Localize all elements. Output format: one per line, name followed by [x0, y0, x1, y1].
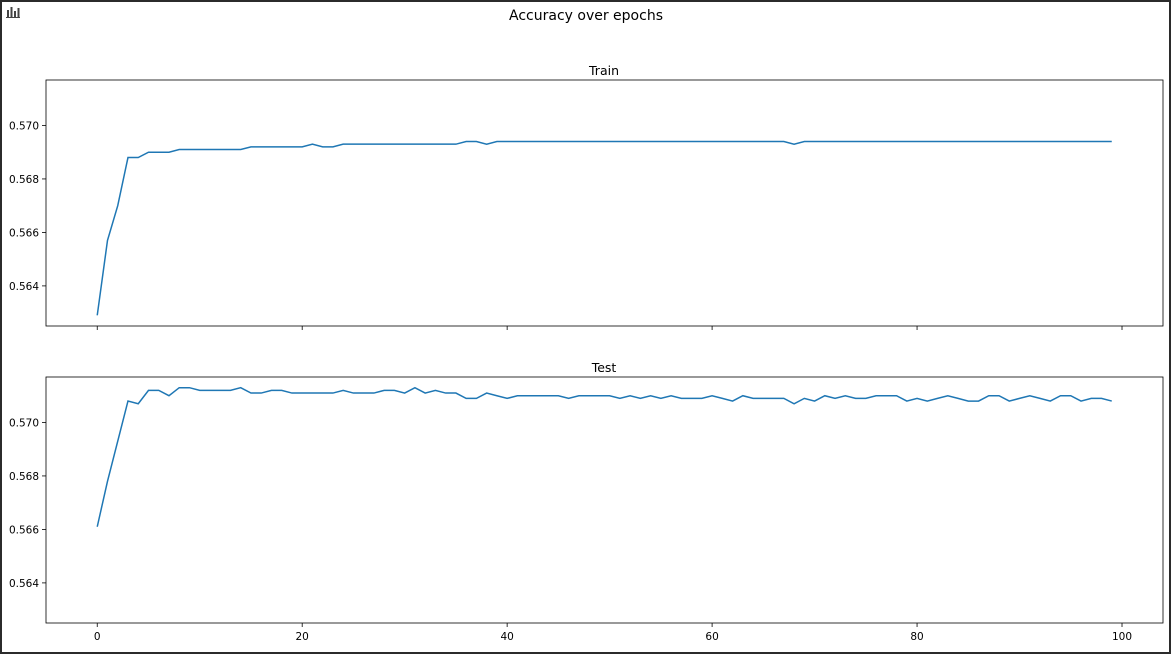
axes-frame-test [45, 376, 1164, 624]
xtick-label-test: 60 [705, 631, 718, 643]
ytick-label-test: 0.570 [9, 417, 39, 429]
subplot-test: Test 0.564 0.566 0.568 0.570 0 20 40 60 80 100 [9, 360, 1164, 643]
series-line-test [96, 386, 1112, 527]
subplot-title-test: Test [591, 360, 617, 375]
axes-frame-train [45, 79, 1164, 327]
xtick-label-test: 80 [910, 631, 923, 643]
subplot-title-train: Train [588, 63, 619, 78]
ytick-label-test: 0.564 [9, 578, 39, 590]
xtick-label-test: 20 [296, 631, 309, 643]
ytick-label-train: 0.566 [9, 227, 39, 239]
ytick-label-train: 0.568 [9, 174, 39, 186]
ytick-label-train: 0.564 [9, 281, 39, 293]
xtick-label-test: 0 [94, 631, 101, 643]
ytick-label-test: 0.568 [9, 471, 39, 483]
bar-chart-icon[interactable] [6, 6, 20, 18]
subplot-train: Train 0.564 0.566 0.568 0.570 [9, 63, 1164, 330]
ytick-label-train: 0.570 [9, 120, 39, 132]
xtick-label-test: 100 [1112, 631, 1132, 643]
ytick-label-test: 0.566 [9, 524, 39, 536]
xtick-label-test: 40 [500, 631, 513, 643]
figure-title: Accuracy over epochs [509, 8, 663, 24]
series-line-train [96, 140, 1112, 316]
